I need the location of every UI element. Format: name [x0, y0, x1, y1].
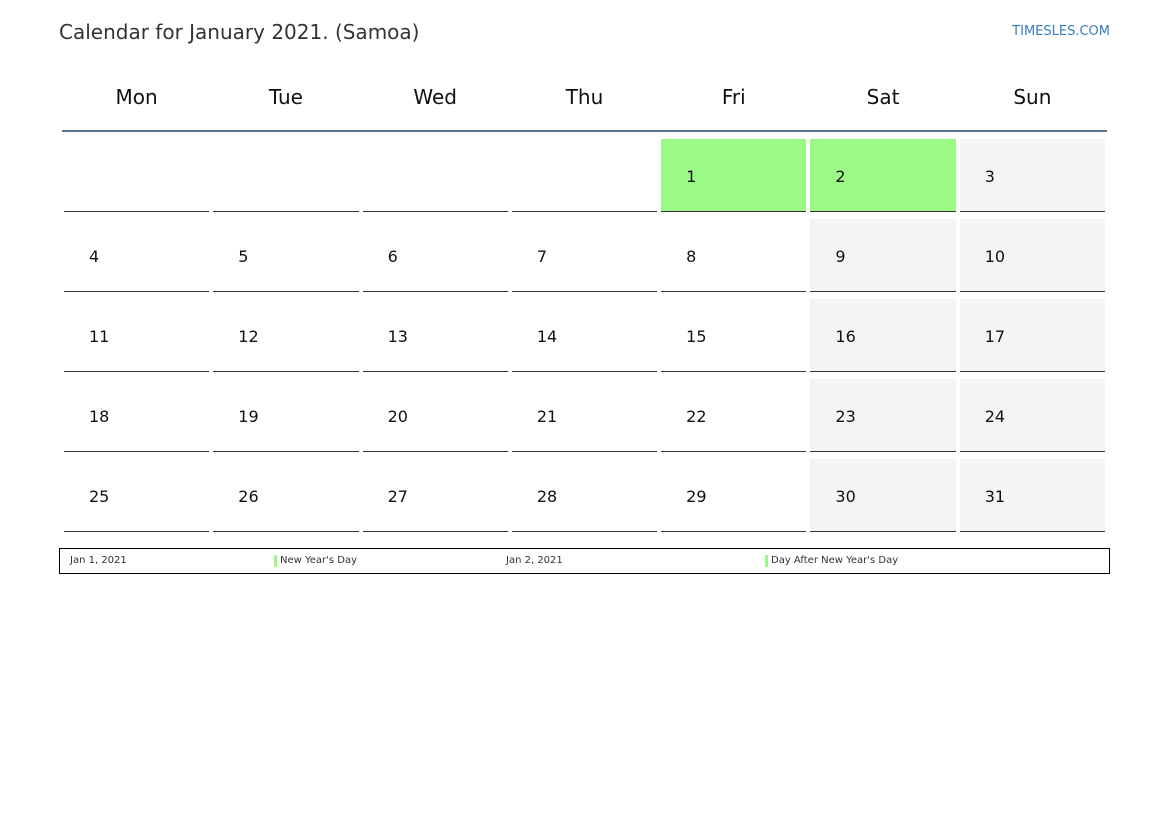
- day-cell[interactable]: 25: [64, 459, 210, 532]
- day-cell[interactable]: 13: [362, 299, 508, 372]
- day-cell[interactable]: 11: [64, 299, 210, 372]
- day-cell[interactable]: 3: [959, 139, 1105, 212]
- day-number: 30: [835, 487, 856, 506]
- day-cell[interactable]: 20: [362, 379, 508, 452]
- day-number: 31: [984, 487, 1006, 506]
- day-number: 19: [238, 407, 259, 426]
- day-number: 16: [835, 327, 856, 346]
- legend-name-text: Day After New Year's Day: [771, 555, 899, 566]
- day-number: 21: [536, 407, 558, 426]
- day-number: 10: [984, 247, 1006, 266]
- day-cell[interactable]: 5: [213, 219, 359, 292]
- day-cell[interactable]: 31: [959, 459, 1105, 532]
- day-number: 24: [984, 407, 1006, 426]
- weekday-mon: Mon: [115, 85, 158, 109]
- day-cell[interactable]: 22: [661, 379, 807, 452]
- day-number: 3: [984, 167, 995, 186]
- day-number: 15: [686, 327, 707, 346]
- empty-day-cell: [64, 139, 210, 212]
- day-number: 13: [387, 327, 408, 346]
- site-link[interactable]: TIMESLES.COM: [1012, 24, 1110, 39]
- day-cell[interactable]: 14: [511, 299, 658, 372]
- day-number: 14: [536, 327, 558, 346]
- weekday-sat: Sat: [866, 85, 900, 109]
- day-number: 12: [238, 327, 259, 346]
- weekday-tue: Tue: [268, 85, 303, 109]
- day-number: 4: [89, 247, 100, 266]
- day-cell[interactable]: 17: [959, 299, 1105, 372]
- holiday-legend: Jan 1, 2021 New Year's Day Jan 2, 2021 D…: [59, 548, 1110, 574]
- day-number: 26: [238, 487, 259, 506]
- day-cell[interactable]: 10: [959, 219, 1105, 292]
- weekday-sun: Sun: [1013, 85, 1052, 109]
- day-cell[interactable]: 12: [213, 299, 359, 372]
- legend-holiday-name: New Year's Day: [274, 555, 358, 567]
- day-cell[interactable]: 18: [64, 379, 210, 452]
- day-cell[interactable]: 2: [810, 139, 956, 212]
- legend-date: Jan 1, 2021: [70, 555, 127, 566]
- holiday-color-swatch: [274, 555, 277, 567]
- day-number: 1: [686, 167, 697, 186]
- day-cell[interactable]: 29: [661, 459, 807, 532]
- weekday-header-row: Mon Tue Wed Thu Fri Sat Sun: [62, 64, 1107, 132]
- day-cell[interactable]: 19: [213, 379, 359, 452]
- day-cell[interactable]: 4: [64, 219, 210, 292]
- empty-day-cell: [511, 139, 658, 212]
- day-number: 18: [89, 407, 110, 426]
- day-number: 6: [387, 247, 398, 266]
- legend-name-text: New Year's Day: [280, 555, 358, 566]
- day-number: 20: [387, 407, 408, 426]
- calendar-grid: 1 2 3 4 5 6 7 8 9 10 11 12 13 14 15 16 17 18 19 20 21 22 23 24 2…: [62, 137, 1107, 537]
- day-number: 29: [686, 487, 707, 506]
- day-number: 28: [536, 487, 558, 506]
- day-cell[interactable]: 30: [810, 459, 956, 532]
- day-cell[interactable]: 27: [362, 459, 508, 532]
- day-cell[interactable]: 6: [362, 219, 508, 292]
- day-number: 5: [238, 247, 249, 266]
- day-cell[interactable]: 15: [661, 299, 807, 372]
- day-number: 8: [686, 247, 697, 266]
- day-cell[interactable]: 23: [810, 379, 956, 452]
- day-cell[interactable]: 28: [511, 459, 658, 532]
- day-cell[interactable]: 1: [661, 139, 807, 212]
- day-number: 2: [835, 167, 846, 186]
- empty-day-cell: [362, 139, 508, 212]
- weekday-thu: Thu: [565, 85, 604, 109]
- day-cell[interactable]: 7: [511, 219, 658, 292]
- day-number: 25: [89, 487, 110, 506]
- page-title: Calendar for January 2021. (Samoa): [59, 20, 420, 44]
- day-number: 17: [984, 327, 1006, 346]
- day-cell[interactable]: 24: [959, 379, 1105, 452]
- weekday-fri: Fri: [721, 85, 746, 109]
- day-cell[interactable]: 21: [511, 379, 658, 452]
- legend-holiday-name: Day After New Year's Day: [765, 555, 899, 567]
- day-cell[interactable]: 26: [213, 459, 359, 532]
- day-cell[interactable]: 16: [810, 299, 956, 372]
- weekday-wed: Wed: [413, 85, 457, 109]
- day-number: 27: [387, 487, 408, 506]
- day-number: 23: [835, 407, 856, 426]
- legend-date: Jan 2, 2021: [506, 555, 563, 566]
- day-number: 22: [686, 407, 707, 426]
- day-cell[interactable]: 8: [661, 219, 807, 292]
- day-number: 7: [536, 247, 548, 266]
- empty-day-cell: [213, 139, 359, 212]
- day-number: 11: [89, 327, 110, 346]
- holiday-color-swatch: [765, 555, 768, 567]
- day-number: 9: [835, 247, 846, 266]
- day-cell[interactable]: 9: [810, 219, 956, 292]
